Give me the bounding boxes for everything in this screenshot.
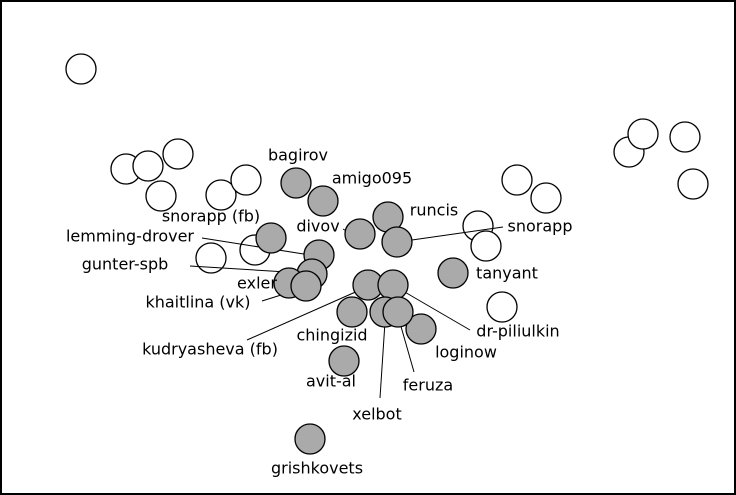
labeled-node: [280, 167, 312, 199]
labeled-node: [307, 185, 339, 217]
node-label: kudryasheva (fb): [142, 340, 278, 359]
node-label: grishkovets: [271, 459, 363, 478]
leader-line: [402, 290, 471, 331]
labeled-node: [381, 226, 413, 258]
node-label: loginow: [435, 343, 497, 362]
node: [486, 291, 518, 323]
node-label: snorapp: [508, 217, 573, 236]
node-label: feruza: [403, 376, 453, 395]
leader-line: [379, 321, 386, 399]
labeled-node: [382, 296, 414, 328]
labeled-node: [328, 345, 360, 377]
labeled-node: [294, 423, 326, 455]
labeled-node: [336, 296, 368, 328]
leader-line: [201, 237, 311, 256]
node: [530, 182, 562, 214]
node: [230, 164, 262, 196]
labeled-node: [377, 269, 409, 301]
node: [132, 150, 164, 182]
labeled-node: [405, 313, 437, 345]
node-label: divov: [296, 217, 339, 236]
node: [470, 230, 502, 262]
leader-line: [246, 289, 361, 341]
node-label: avit-al: [306, 372, 356, 391]
node-label: runcis: [410, 201, 458, 220]
labeled-node: [290, 270, 322, 302]
node: [627, 118, 659, 150]
node: [65, 53, 97, 85]
node: [501, 164, 533, 196]
node-label: khaitlina (vk): [145, 293, 250, 312]
node-label: exler: [237, 274, 277, 293]
node-label: lemming-drover: [66, 227, 194, 246]
labeled-node: [344, 218, 376, 250]
node-label: snorapp (fb): [162, 207, 260, 226]
node-label: chingizid: [296, 326, 367, 345]
node-label: gunter-spb: [82, 255, 169, 274]
node-label: bagirov: [268, 146, 328, 165]
node-label: dr-piliulkin: [476, 322, 559, 341]
leader-line: [399, 322, 415, 373]
node-label: tanyant: [476, 264, 538, 283]
node-label: xelbot: [352, 405, 401, 424]
node: [669, 121, 701, 153]
node: [677, 168, 709, 200]
node: [195, 242, 227, 274]
node: [205, 179, 237, 211]
labeled-node: [255, 222, 287, 254]
node: [145, 180, 177, 212]
node-label: amigo095: [332, 169, 412, 188]
node: [162, 138, 194, 170]
leader-line: [404, 226, 504, 242]
labeled-node: [437, 257, 469, 289]
